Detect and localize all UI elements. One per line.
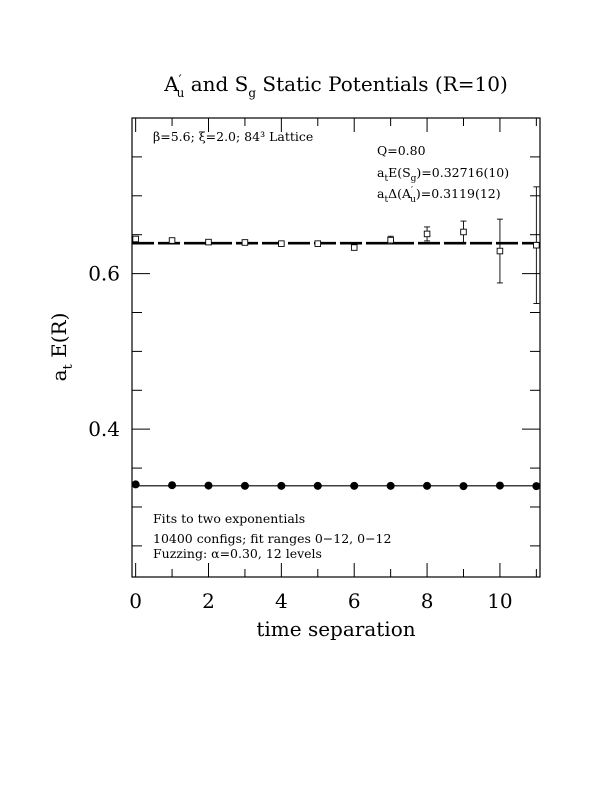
circle-point <box>386 481 395 490</box>
x-tick-label: 2 <box>202 589 215 613</box>
circle-point <box>240 481 249 490</box>
au-gap-annotation: atΔ(A′ u)=0.3119(12) <box>377 186 501 205</box>
fits-annotation: Fits to two exponentials <box>153 511 305 526</box>
square-point <box>278 240 285 247</box>
y-tick-label: 0.4 <box>88 417 120 441</box>
circle-point <box>423 481 432 490</box>
y-ticks: 0.4 0.6 <box>88 156 540 547</box>
plot-frame <box>131 117 541 578</box>
sg-energy-annotation: atE(Sg)=0.32716(10) <box>377 165 509 184</box>
q-annotation: Q=0.80 <box>377 143 426 158</box>
circle-point <box>204 481 213 490</box>
square-point <box>205 238 212 246</box>
square-point <box>460 228 467 236</box>
fuzzing-annotation: Fuzzing: α=0.30, 12 levels <box>153 546 322 561</box>
data-markers <box>131 186 541 491</box>
square-point <box>533 241 540 249</box>
square-point <box>241 239 249 246</box>
circle-point <box>350 481 359 490</box>
circle-point <box>168 481 177 490</box>
circle-point <box>495 481 504 490</box>
chart-title: A′ u and Sg Static Potentials (R=10) <box>163 72 508 100</box>
x-axis-label: time separation <box>256 617 415 641</box>
y-tick-label: 0.6 <box>88 262 120 286</box>
x-tick-label: 0 <box>129 589 142 613</box>
circle-point <box>532 482 541 491</box>
fit-lines <box>132 241 540 487</box>
circle-point <box>459 482 468 491</box>
circle-point <box>277 481 286 490</box>
x-tick-label: 4 <box>275 589 288 613</box>
y-axis-label: at E(R) <box>47 313 76 382</box>
x-ticks: 0 2 4 6 8 10 <box>129 118 537 613</box>
square-point <box>132 235 139 243</box>
square-point <box>423 230 431 238</box>
square-point <box>350 244 358 251</box>
square-point <box>168 237 176 244</box>
x-tick-label: 6 <box>348 589 361 613</box>
x-tick-label: 10 <box>487 589 512 613</box>
square-point <box>314 240 322 247</box>
square-point <box>496 247 504 255</box>
square-point <box>387 236 394 244</box>
configs-annotation: 10400 configs; fit ranges 0−12, 0−12 <box>153 531 391 546</box>
x-tick-label: 8 <box>421 589 434 613</box>
circle-point <box>313 481 322 490</box>
lattice-annotation: β=5.6; ξ=2.0; 84³ Lattice <box>153 129 313 144</box>
circle-point <box>131 480 140 489</box>
